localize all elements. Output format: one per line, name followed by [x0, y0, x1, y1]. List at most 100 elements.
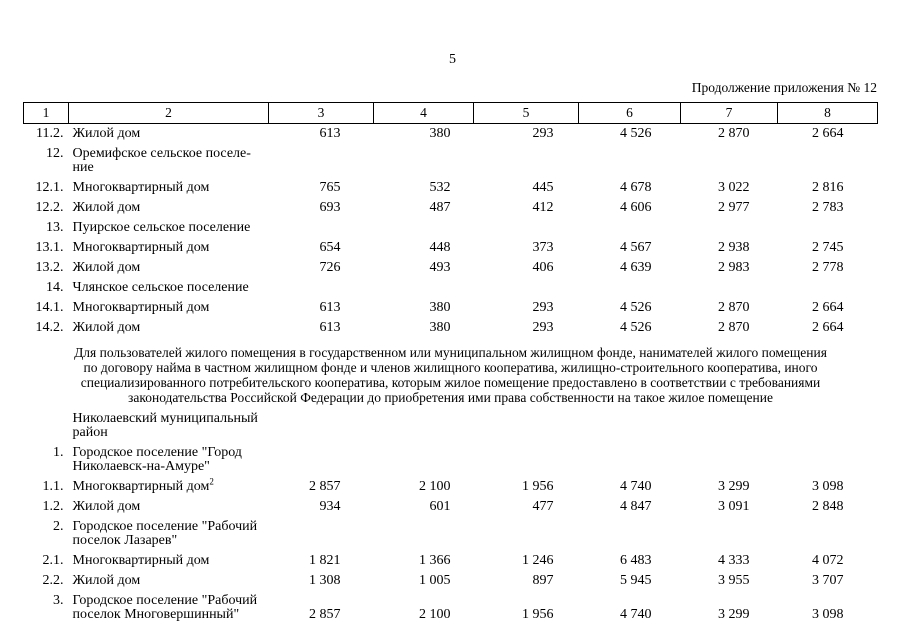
header-cell: 1 [23, 102, 69, 124]
value-cell: 4 606 [620, 200, 652, 215]
table-body-section2: Николаевский муниципальный район 1. Городс… [24, 409, 878, 625]
row-label: Пуирское сельское поселение [72, 220, 251, 235]
value-cell: 726 [319, 260, 341, 275]
row-label: Николаевский муниципальный район [72, 411, 258, 440]
table-row: 12. Оремифское сельское поселе- ние [24, 144, 878, 178]
value-cell: 4 567 [620, 240, 652, 255]
header-cell: 5 [473, 102, 579, 124]
value-cell [269, 409, 374, 443]
value-cell [681, 443, 778, 477]
value-cell [778, 144, 878, 178]
value-cell: 693 [319, 200, 341, 215]
value-cell: 373 [532, 240, 554, 255]
value-cell: 2 870 [718, 126, 750, 141]
table-row: 2.1. Многоквартирный дом 1 821 1 366 1 246 6 … [24, 551, 878, 571]
value-cell: 448 [429, 240, 451, 255]
table-row: 2. Городское поселение "Рабочий поселок Л… [24, 517, 878, 551]
value-cell [269, 144, 374, 178]
value-cell: 2 664 [812, 300, 844, 315]
table-row: 11.2. Жилой дом 613 380 293 4 526 2 870 2 664 [24, 124, 878, 145]
table-row: 14. Члянское сельское поселение [24, 278, 878, 298]
value-cell: 2 816 [812, 180, 844, 195]
row-number: 12.2. [35, 200, 64, 215]
value-cell: 2 664 [812, 126, 844, 141]
value-cell: 2 848 [812, 499, 844, 514]
note-section: Для пользователей жилого помещения в гос… [24, 338, 878, 409]
table-body-section1: 11.2. Жилой дом 613 380 293 4 526 2 870 2 664 12… [24, 124, 878, 339]
row-number: 12.1. [35, 180, 64, 195]
value-cell: 4 847 [620, 499, 652, 514]
value-cell [474, 144, 579, 178]
value-cell: 1 366 [419, 553, 451, 568]
value-cell: 3 098 [812, 607, 844, 622]
value-cell: 3 091 [718, 499, 750, 514]
value-cell: 1 956 [522, 479, 554, 494]
value-cell [681, 517, 778, 551]
tariff-table: 1 2 3 4 5 6 7 8 11.2. Жилой дом 613 380 293 4… [23, 102, 878, 625]
value-cell: 3 098 [812, 479, 844, 494]
row-number: 13. [46, 220, 64, 235]
row-number: 2.1. [42, 553, 64, 568]
value-cell: 2 857 [309, 607, 341, 622]
value-cell: 445 [532, 180, 554, 195]
value-cell: 934 [319, 499, 341, 514]
value-cell: 4 678 [620, 180, 652, 195]
value-cell [778, 218, 878, 238]
page-number: 5 [449, 52, 456, 67]
value-cell: 3 022 [718, 180, 750, 195]
row-label: Многоквартирный дом2 [72, 476, 214, 494]
value-cell: 2 938 [718, 240, 750, 255]
row-number [24, 409, 69, 443]
value-cell: 477 [532, 499, 554, 514]
value-cell [474, 443, 579, 477]
value-cell: 2 977 [718, 200, 750, 215]
value-cell: 613 [319, 126, 341, 141]
note-row: Для пользователей жилого помещения в гос… [24, 338, 878, 409]
value-cell: 613 [319, 300, 341, 315]
row-number: 3. [53, 593, 64, 608]
row-label: Жилой дом [72, 320, 141, 335]
row-number: 14. [46, 280, 64, 295]
row-number: 14.1. [35, 300, 64, 315]
header-cell: 7 [680, 102, 778, 124]
value-cell [778, 517, 878, 551]
value-cell [474, 409, 579, 443]
value-cell [778, 443, 878, 477]
value-cell: 380 [429, 320, 451, 335]
row-label: Оремифское сельское поселе- ние [72, 146, 251, 175]
row-label: Многоквартирный дом [72, 180, 210, 195]
value-cell: 2 745 [812, 240, 844, 255]
value-cell [579, 144, 681, 178]
value-cell [778, 278, 878, 298]
table-row: 14.2. Жилой дом 613 380 293 4 526 2 870 2 664 [24, 318, 878, 338]
value-cell [579, 278, 681, 298]
table-row: 12.2. Жилой дом 693 487 412 4 606 2 977 2 783 [24, 198, 878, 218]
table-row: 1.1. Многоквартирный дом2 2 857 2 100 1 956 4… [24, 477, 878, 497]
value-cell: 2 664 [812, 320, 844, 335]
row-label: Жилой дом [72, 499, 141, 514]
value-cell [474, 517, 579, 551]
value-cell [374, 278, 474, 298]
continuation-label: Продолжение приложения № 12 [691, 80, 877, 95]
header-cell: 2 [68, 102, 269, 124]
value-cell: 1 956 [522, 607, 554, 622]
value-cell: 6 483 [620, 553, 652, 568]
row-label: Городское поселение "Рабочий поселок Мно… [72, 593, 258, 622]
header-cell: 4 [373, 102, 474, 124]
table-row: 13.1. Многоквартирный дом 654 448 373 4 567 2 … [24, 238, 878, 258]
value-cell: 493 [429, 260, 451, 275]
value-cell: 4 072 [812, 553, 844, 568]
row-number: 14.2. [35, 320, 64, 335]
value-cell: 293 [532, 300, 554, 315]
value-cell: 3 299 [718, 607, 750, 622]
row-number: 12. [46, 146, 64, 161]
value-cell [374, 218, 474, 238]
row-label: Жилой дом [72, 126, 141, 141]
value-cell: 1 308 [309, 573, 341, 588]
row-label: Многоквартирный дом [72, 553, 210, 568]
value-cell [269, 218, 374, 238]
value-cell: 293 [532, 126, 554, 141]
row-number: 2.2. [42, 573, 64, 588]
row-label: Жилой дом [72, 260, 141, 275]
value-cell: 293 [532, 320, 554, 335]
